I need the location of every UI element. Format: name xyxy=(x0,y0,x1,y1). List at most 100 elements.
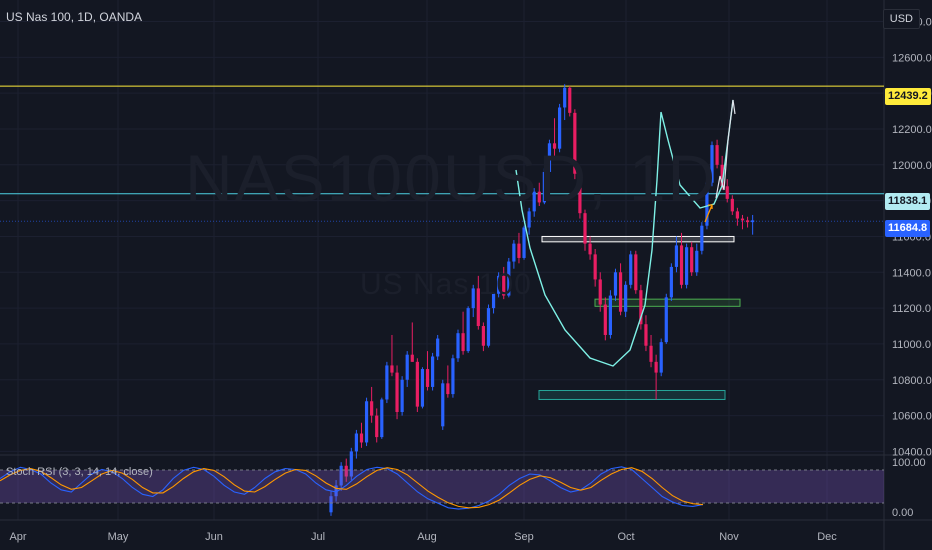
candle-body xyxy=(547,143,552,172)
candle-body xyxy=(593,254,597,280)
candle-body xyxy=(654,361,658,373)
candle-body xyxy=(644,324,648,346)
candle-body xyxy=(390,365,394,373)
candle-body xyxy=(634,254,638,291)
y-tick-label: 11400.0 xyxy=(892,267,931,279)
candle-body xyxy=(370,401,374,416)
candle-body xyxy=(725,186,729,199)
osc-series-d xyxy=(0,467,704,509)
y-tick-label: 12600.0 xyxy=(892,52,932,64)
candle-body xyxy=(690,247,694,273)
level-price-tag: 11838.1 xyxy=(885,193,931,210)
candle-body xyxy=(395,372,399,413)
x-tick-label: Jun xyxy=(205,531,223,543)
candle-body xyxy=(685,247,689,285)
candle-body xyxy=(730,198,734,212)
y-tick-label: 10600.0 xyxy=(892,411,932,423)
candle-body xyxy=(507,261,511,296)
candle-body xyxy=(491,293,496,309)
x-tick-label: Apr xyxy=(9,531,26,543)
candle-body xyxy=(527,211,531,228)
candle-body xyxy=(618,272,623,312)
candle-body xyxy=(329,496,333,513)
grid xyxy=(0,0,884,520)
candle-body xyxy=(568,87,572,113)
candle-body xyxy=(558,107,562,149)
candle-body xyxy=(552,143,557,149)
candle-body xyxy=(598,279,602,305)
candle-body xyxy=(608,295,612,335)
candle-body xyxy=(436,338,440,357)
candle-body xyxy=(461,333,465,352)
x-tick-label: Aug xyxy=(417,531,437,543)
x-tick-label: Sep xyxy=(514,531,534,543)
osc-tick-label: 100.00 xyxy=(892,457,926,469)
candle-body xyxy=(497,275,501,294)
candle-body xyxy=(476,288,480,327)
x-tick-label: Nov xyxy=(719,531,739,543)
candle-body xyxy=(359,433,364,443)
candle-body xyxy=(339,465,343,486)
candle-body xyxy=(563,87,567,108)
candle-body xyxy=(517,243,521,258)
candle-body xyxy=(705,182,709,226)
y-tick-label: 10400.0 xyxy=(892,446,932,458)
projection-path xyxy=(715,99,736,199)
candle-body xyxy=(385,365,389,400)
candle-body xyxy=(344,465,348,477)
candle-body xyxy=(613,272,618,296)
candle-body xyxy=(537,191,541,203)
candle-body xyxy=(720,164,724,187)
candle-body xyxy=(578,173,582,214)
candle-body xyxy=(664,297,668,343)
candle-body xyxy=(456,333,460,359)
candle-body xyxy=(649,345,653,362)
watermark-ticker: NAS100USD, 1D xyxy=(185,141,718,215)
candle-body xyxy=(405,354,409,380)
candle-body xyxy=(522,227,526,258)
demand-zone xyxy=(541,235,735,243)
symbol-title[interactable]: US Nas 100, 1D, OANDA xyxy=(6,10,143,24)
indicator-label[interactable]: Stoch RSI (3, 3, 14, 14, close) xyxy=(6,466,153,478)
y-tick-label: 11200.0 xyxy=(892,303,931,315)
candle-body xyxy=(425,369,430,387)
x-tick-label: Oct xyxy=(617,531,634,543)
osc-band xyxy=(0,470,884,503)
candle-body xyxy=(700,225,704,251)
resistance-price-tag: 12439.2 xyxy=(885,88,931,105)
candle-body xyxy=(745,220,750,223)
candle-body xyxy=(502,275,506,296)
osc-series-k xyxy=(0,466,704,510)
osc-tick-label: 0.00 xyxy=(892,507,913,519)
candle-body xyxy=(334,485,338,497)
candle-body xyxy=(603,304,607,335)
y-tick-label: 10800.0 xyxy=(892,375,932,387)
x-tick-label: May xyxy=(108,531,129,543)
candle-body xyxy=(669,266,673,298)
y-tick-label: 11000.0 xyxy=(892,339,931,351)
candle-body xyxy=(486,308,491,346)
candle-body xyxy=(532,191,536,212)
candle-body xyxy=(446,383,450,395)
candle-body xyxy=(410,354,414,362)
candle-body xyxy=(542,171,546,203)
candle-body xyxy=(354,433,358,452)
candle-body xyxy=(441,383,445,427)
candle-body xyxy=(583,213,587,244)
currency-label[interactable]: USD xyxy=(882,9,920,29)
current-price-tag: 11684.8 xyxy=(885,220,931,237)
projection-arrowhead xyxy=(708,204,713,209)
demand-zone xyxy=(538,390,726,400)
candle-body xyxy=(751,220,755,223)
watermark-name: US Nas 100 xyxy=(360,268,532,301)
candle-body xyxy=(695,250,699,273)
candle-body xyxy=(512,243,516,262)
x-tick-label: Jul xyxy=(311,531,325,543)
candle-body xyxy=(573,112,577,174)
candle-body xyxy=(639,290,643,325)
pattern-curve xyxy=(515,99,734,367)
candle-body xyxy=(629,254,633,285)
candle-body xyxy=(420,369,425,407)
candle-body xyxy=(380,399,384,438)
